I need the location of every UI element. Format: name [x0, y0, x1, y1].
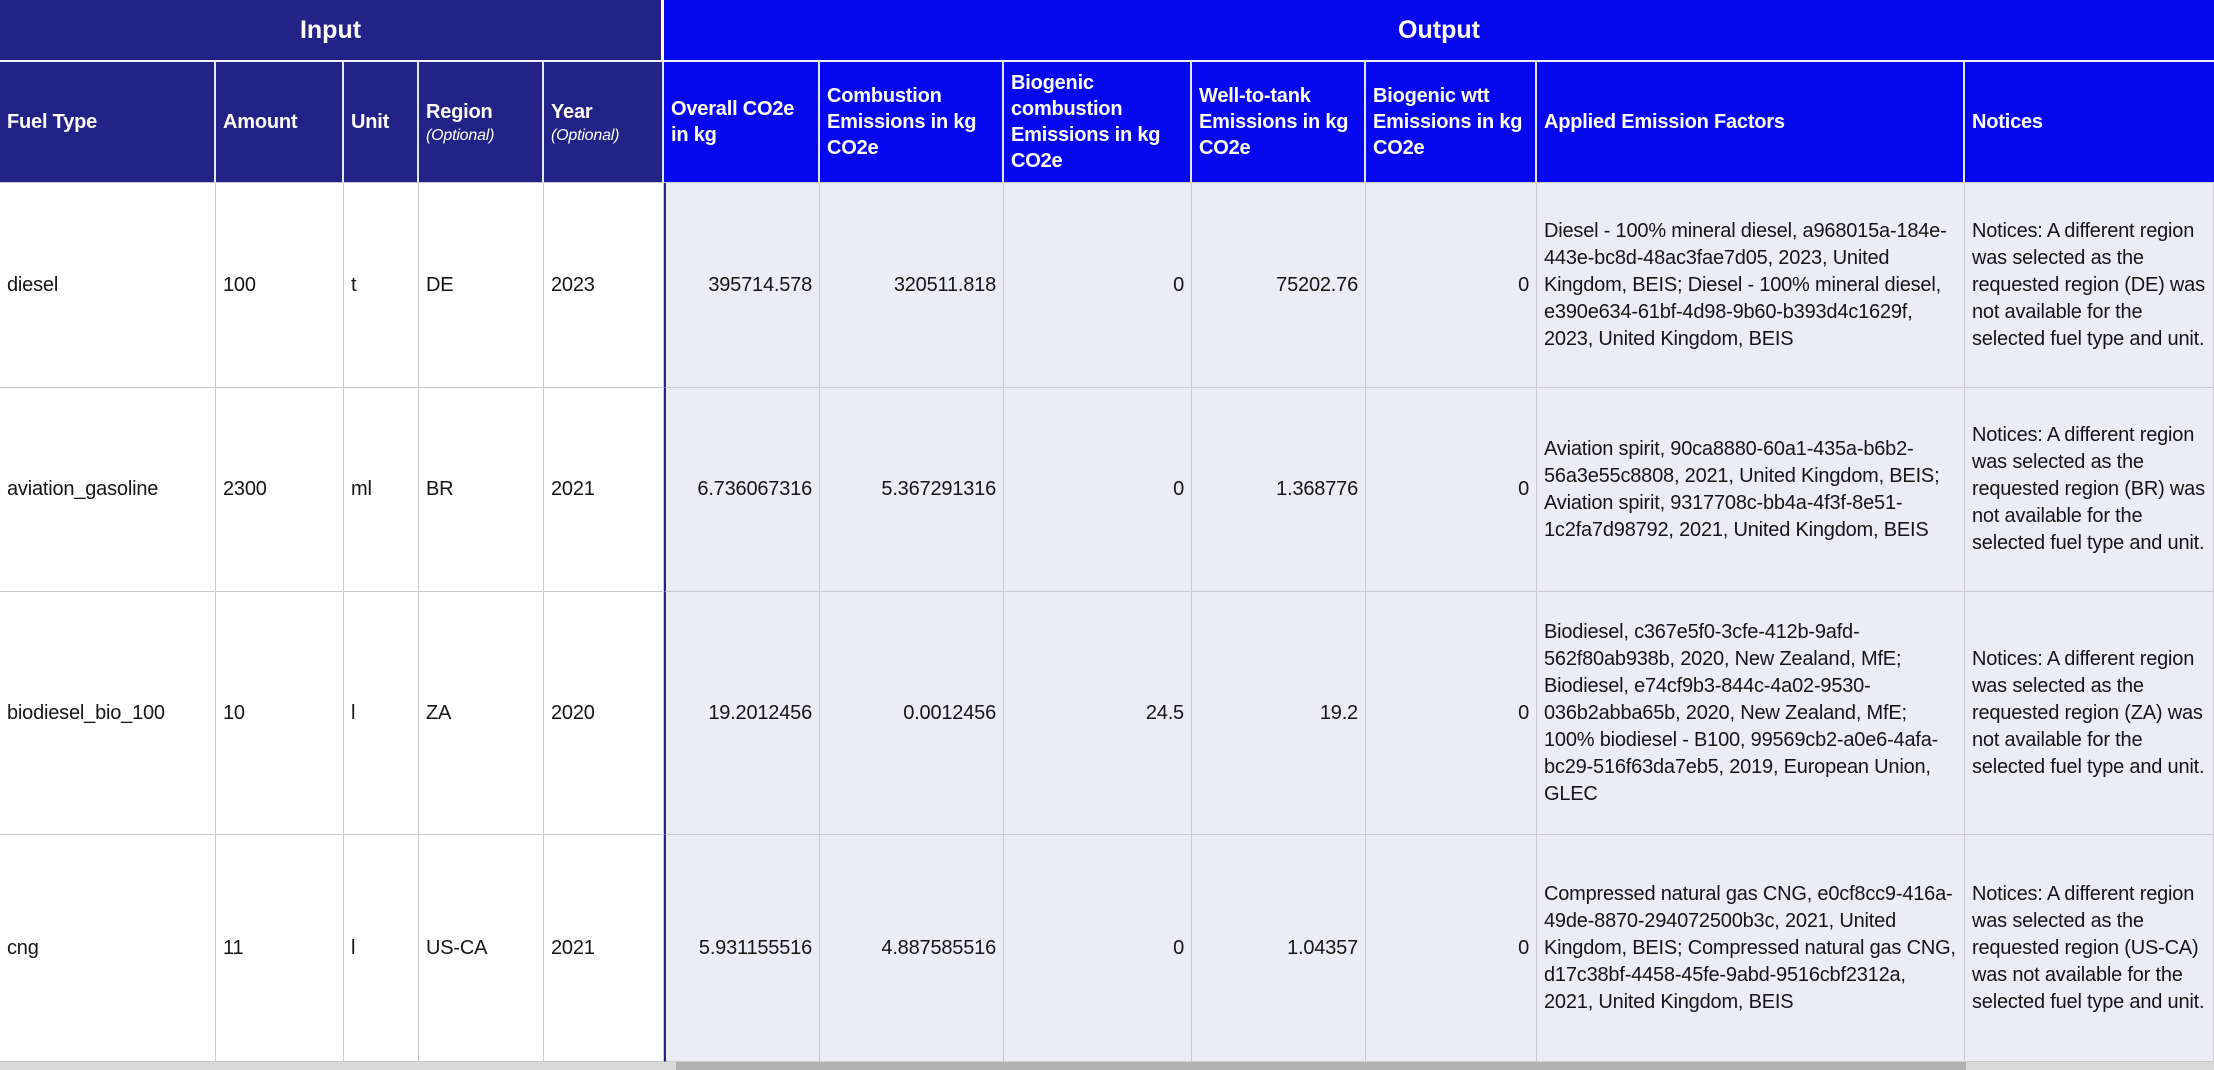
cell-fuel-type[interactable]: biodiesel_bio_100 — [0, 592, 216, 835]
column-header-well-to-tank-emissions: Well-to-tank Emissions in kg CO2e — [1192, 62, 1366, 183]
cell-amount[interactable]: 10 — [216, 592, 344, 835]
column-header-fuel-type: Fuel Type — [0, 62, 216, 183]
cell-biogenic-wtt-emissions[interactable]: 0 — [1366, 835, 1537, 1062]
column-header-label: Region — [426, 100, 493, 123]
cell-fuel-type[interactable]: aviation_gasoline — [0, 388, 216, 592]
cell-region[interactable]: US-CA — [419, 835, 544, 1062]
cell-well-to-tank-emissions[interactable]: 1.368776 — [1192, 388, 1366, 592]
column-header-label: Year — [551, 100, 593, 123]
cell-well-to-tank-emissions[interactable]: 75202.76 — [1192, 183, 1366, 388]
cell-year[interactable]: 2023 — [544, 183, 664, 388]
cell-combustion-emissions[interactable]: 0.0012456 — [820, 592, 1004, 835]
cell-region[interactable]: BR — [419, 388, 544, 592]
cell-amount[interactable]: 11 — [216, 835, 344, 1062]
cell-overall-co2e[interactable]: 6.736067316 — [664, 388, 820, 592]
cell-biogenic-wtt-emissions[interactable]: 0 — [1366, 592, 1537, 835]
column-header-region: Region (Optional) — [419, 62, 544, 183]
cell-combustion-emissions[interactable]: 4.887585516 — [820, 835, 1004, 1062]
column-header-amount: Amount — [216, 62, 344, 183]
cell-well-to-tank-emissions[interactable]: 19.2 — [1192, 592, 1366, 835]
cell-biogenic-combustion-emissions[interactable]: 24.5 — [1004, 592, 1192, 835]
cell-biogenic-wtt-emissions[interactable]: 0 — [1366, 183, 1537, 388]
cell-fuel-type[interactable]: cng — [0, 835, 216, 1062]
cell-applied-emission-factors[interactable]: Diesel - 100% mineral diesel, a968015a-1… — [1537, 183, 1965, 388]
column-header-optional-note: (Optional) — [426, 126, 495, 144]
cell-unit[interactable]: ml — [344, 388, 419, 592]
column-header-biogenic-combustion-emissions: Biogenic combustion Emissions in kg CO2e — [1004, 62, 1192, 183]
cell-year[interactable]: 2021 — [544, 388, 664, 592]
cell-notices[interactable]: Notices: A different region was selected… — [1965, 388, 2214, 592]
cell-year[interactable]: 2021 — [544, 835, 664, 1062]
column-header-unit: Unit — [344, 62, 419, 183]
cell-amount[interactable]: 2300 — [216, 388, 344, 592]
cell-biogenic-combustion-emissions[interactable]: 0 — [1004, 835, 1192, 1062]
cell-overall-co2e[interactable]: 19.2012456 — [664, 592, 820, 835]
cell-region[interactable]: DE — [419, 183, 544, 388]
cell-year[interactable]: 2020 — [544, 592, 664, 835]
horizontal-scrollbar-thumb[interactable] — [676, 1062, 1966, 1070]
cell-biogenic-combustion-emissions[interactable]: 0 — [1004, 388, 1192, 592]
cell-fuel-type[interactable]: diesel — [0, 183, 216, 388]
cell-applied-emission-factors[interactable]: Biodiesel, c367e5f0-3cfe-412b-9afd-562f8… — [1537, 592, 1965, 835]
column-header-year: Year (Optional) — [544, 62, 664, 183]
cell-unit[interactable]: l — [344, 835, 419, 1062]
input-section-header: Input — [0, 0, 664, 62]
cell-applied-emission-factors[interactable]: Compressed natural gas CNG, e0cf8cc9-416… — [1537, 835, 1965, 1062]
output-section-header: Output — [664, 0, 2214, 62]
cell-notices[interactable]: Notices: A different region was selected… — [1965, 183, 2214, 388]
cell-well-to-tank-emissions[interactable]: 1.04357 — [1192, 835, 1366, 1062]
column-header-optional-note: (Optional) — [551, 126, 620, 144]
column-header-biogenic-wtt-emissions: Biogenic wtt Emissions in kg CO2e — [1366, 62, 1537, 183]
cell-combustion-emissions[interactable]: 320511.818 — [820, 183, 1004, 388]
cell-notices[interactable]: Notices: A different region was selected… — [1965, 592, 2214, 835]
horizontal-scrollbar[interactable] — [0, 1062, 2214, 1070]
cell-combustion-emissions[interactable]: 5.367291316 — [820, 388, 1004, 592]
cell-overall-co2e[interactable]: 395714.578 — [664, 183, 820, 388]
cell-biogenic-combustion-emissions[interactable]: 0 — [1004, 183, 1192, 388]
cell-unit[interactable]: t — [344, 183, 419, 388]
column-header-overall-co2e: Overall CO2e in kg — [664, 62, 820, 183]
cell-applied-emission-factors[interactable]: Aviation spirit, 90ca8880-60a1-435a-b6b2… — [1537, 388, 1965, 592]
column-header-combustion-emissions: Combustion Emissions in kg CO2e — [820, 62, 1004, 183]
cell-amount[interactable]: 100 — [216, 183, 344, 388]
cell-notices[interactable]: Notices: A different region was selected… — [1965, 835, 2214, 1062]
cell-region[interactable]: ZA — [419, 592, 544, 835]
column-header-notices: Notices — [1965, 62, 2214, 183]
cell-overall-co2e[interactable]: 5.931155516 — [664, 835, 820, 1062]
cell-unit[interactable]: l — [344, 592, 419, 835]
column-header-applied-emission-factors: Applied Emission Factors — [1537, 62, 1965, 183]
cell-biogenic-wtt-emissions[interactable]: 0 — [1366, 388, 1537, 592]
